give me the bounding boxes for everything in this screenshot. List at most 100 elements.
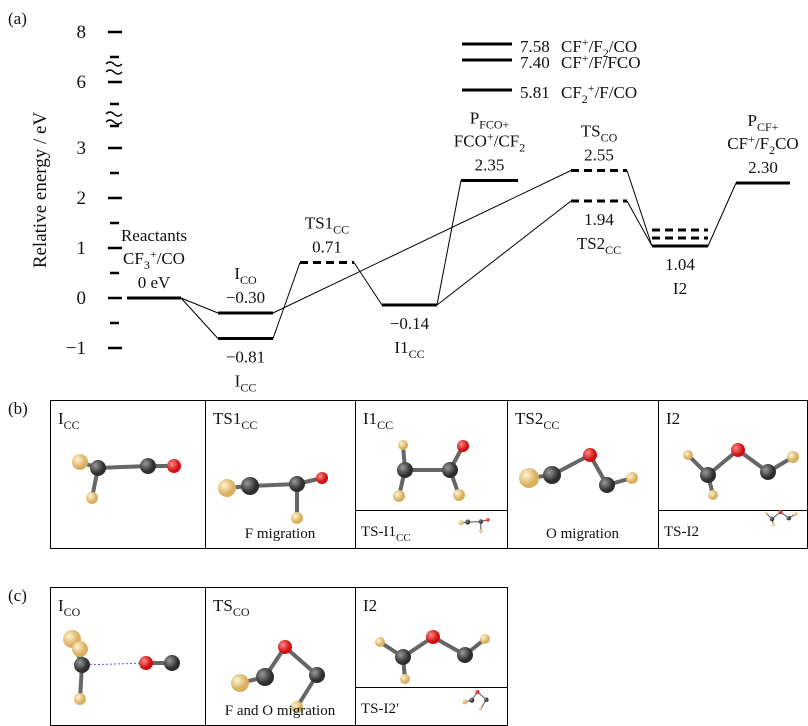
level-value: −0.14 (390, 314, 430, 333)
text-part: TS-I1 (361, 524, 396, 540)
level-name: I1CC (394, 338, 424, 361)
y-axis-label: Relative energy / eV (30, 112, 51, 269)
text-part: /F/FCO (589, 53, 641, 72)
text-part: TS2 (515, 409, 543, 428)
box-title: ICO (58, 596, 81, 619)
text-part: CO (601, 131, 618, 145)
atom (469, 698, 474, 703)
atom (778, 510, 782, 514)
atom (164, 655, 180, 671)
text-part: TS1 (213, 409, 241, 428)
text-part: CC (333, 223, 349, 237)
level-name: CF+/F2CO (727, 132, 798, 157)
text-part: CO (64, 605, 81, 619)
connector (354, 263, 382, 306)
level-name: ICC (235, 372, 257, 395)
atom (398, 440, 408, 450)
level-name: FCO+/CF2 (454, 130, 525, 155)
text-part: FCO+ (479, 118, 509, 132)
text-part: CO (240, 273, 257, 287)
atom (480, 634, 490, 644)
text-part: 2 (519, 141, 525, 155)
text-part: CF (561, 83, 582, 102)
level-name: PFCO+ (470, 109, 510, 132)
atom (787, 516, 791, 520)
text-part: CO (233, 605, 250, 619)
atom (457, 440, 469, 452)
text-part: TS-I2 (664, 524, 699, 540)
text-part: CF (123, 249, 144, 268)
atom (794, 512, 797, 515)
box-title: TS1CC (213, 409, 257, 432)
text-part: TS-I2′ (361, 701, 399, 717)
text-part: CC (64, 418, 80, 432)
y-tick-label: 6 (77, 72, 87, 93)
atom (400, 674, 410, 684)
atom (291, 512, 303, 524)
atom (426, 630, 440, 644)
panel-label: (b) (8, 399, 28, 418)
atom (375, 637, 385, 647)
text-part: I1 (394, 338, 408, 357)
text-part: I2 (363, 596, 377, 615)
atom (90, 460, 106, 476)
atom (484, 697, 488, 701)
atom (231, 674, 249, 692)
level-name: CF3+/CO (123, 247, 185, 272)
y-tick-label: 3 (77, 138, 87, 159)
atom (397, 462, 413, 478)
text-part: CF (727, 134, 748, 153)
text-part: CC (240, 381, 256, 395)
connector (181, 298, 218, 339)
level-value: 7.40 (520, 53, 550, 72)
atom (479, 707, 482, 710)
text-part: I1 (363, 409, 377, 428)
atom (395, 649, 411, 665)
atom (457, 647, 473, 663)
atom (462, 699, 467, 704)
atom (316, 472, 328, 484)
text-part: P (470, 109, 479, 128)
panel-label: (c) (8, 586, 27, 605)
box-title: I2 (666, 409, 680, 428)
connector (181, 298, 218, 313)
atom (442, 462, 458, 478)
level-name: I2 (673, 279, 687, 298)
text-part: /F/CO (595, 83, 638, 102)
box-caption: F and O migration (225, 703, 336, 719)
connector (437, 181, 461, 306)
text-part: FCO (454, 132, 487, 151)
atom (519, 468, 539, 488)
text-part: CC (605, 243, 621, 257)
atom (74, 693, 86, 705)
atom (72, 454, 88, 470)
text-part: CC (396, 532, 411, 544)
atom (731, 443, 745, 457)
level-name: PCF+ (748, 111, 779, 134)
text-part: CC (377, 418, 393, 432)
text-part: CF+ (757, 120, 779, 134)
connector (708, 183, 736, 246)
atom (475, 690, 479, 694)
atom (393, 490, 405, 502)
text-part: TS (581, 122, 601, 141)
level-value: 2.55 (584, 146, 614, 165)
text-part: CC (543, 418, 559, 432)
y-tick-label: 0 (77, 288, 87, 309)
level-name: Reactants (121, 226, 187, 245)
text-part: P (748, 111, 757, 130)
atom (599, 477, 615, 493)
atom (218, 479, 236, 497)
level-name: CF+/F/FCO (561, 51, 641, 72)
box-caption: F migration (245, 526, 316, 542)
axis-break (106, 62, 122, 124)
level-value: −0.30 (226, 288, 265, 307)
level-value: 5.81 (520, 83, 550, 102)
weak-bond (82, 663, 146, 665)
atom (167, 459, 181, 473)
box-title: TS2CC (515, 409, 559, 432)
atom (278, 640, 292, 654)
atom (708, 490, 718, 500)
connector (437, 201, 571, 305)
level-value: 0.71 (312, 238, 342, 257)
